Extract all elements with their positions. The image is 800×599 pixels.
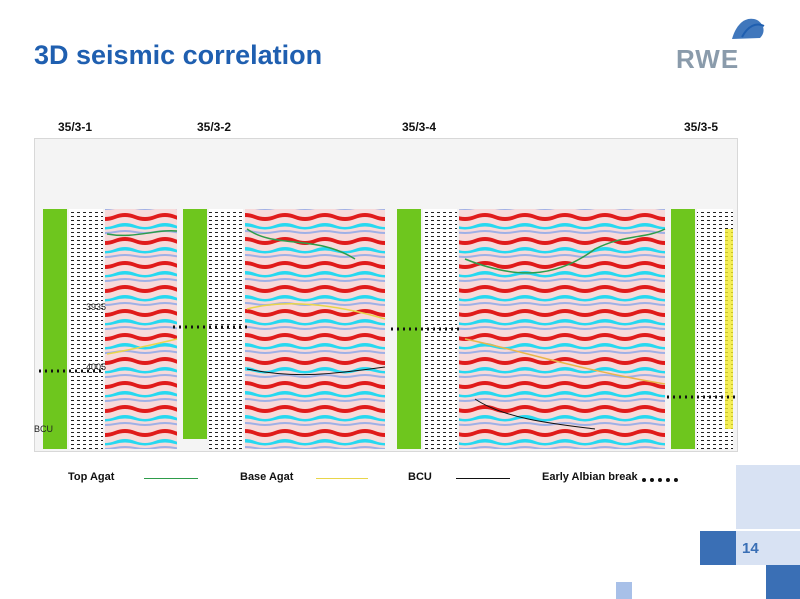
well-label-3: 35/3-4	[402, 120, 437, 134]
legend-early-albian: Early Albian break	[542, 471, 638, 483]
legend-bcu: BCU	[408, 471, 432, 483]
legend-bcu-line	[456, 478, 510, 479]
bcu-marker: BCU	[34, 424, 54, 434]
well-label-2: 35/3-2	[197, 120, 232, 134]
rwe-logo: RWE	[672, 18, 782, 78]
seismic-correlation-panel	[34, 138, 738, 452]
legend-early-albian-dots	[642, 478, 678, 482]
page-title: 3D seismic correlation	[34, 40, 323, 70]
logo-text: RWE	[676, 44, 740, 74]
legend-base-agat-line	[316, 478, 368, 479]
legend-top-agat: Top Agat	[68, 471, 115, 483]
deco-square-5	[616, 582, 632, 599]
deco-square-2	[700, 531, 736, 565]
well-label-4: 35/3-5	[684, 120, 719, 134]
seismic-image	[35, 139, 737, 449]
deco-square-3	[736, 531, 800, 565]
depth-marker-3935: 3935	[86, 302, 107, 312]
deco-square-4	[766, 565, 800, 599]
legend-top-agat-line	[144, 478, 198, 479]
depth-marker-4005: 4005	[86, 362, 107, 372]
page-number: 14	[742, 540, 759, 557]
logo-hand-icon	[732, 18, 765, 39]
legend-base-agat: Base Agat	[240, 471, 294, 483]
deco-square-1	[736, 465, 800, 529]
well-label-1: 35/3-1	[58, 120, 93, 134]
